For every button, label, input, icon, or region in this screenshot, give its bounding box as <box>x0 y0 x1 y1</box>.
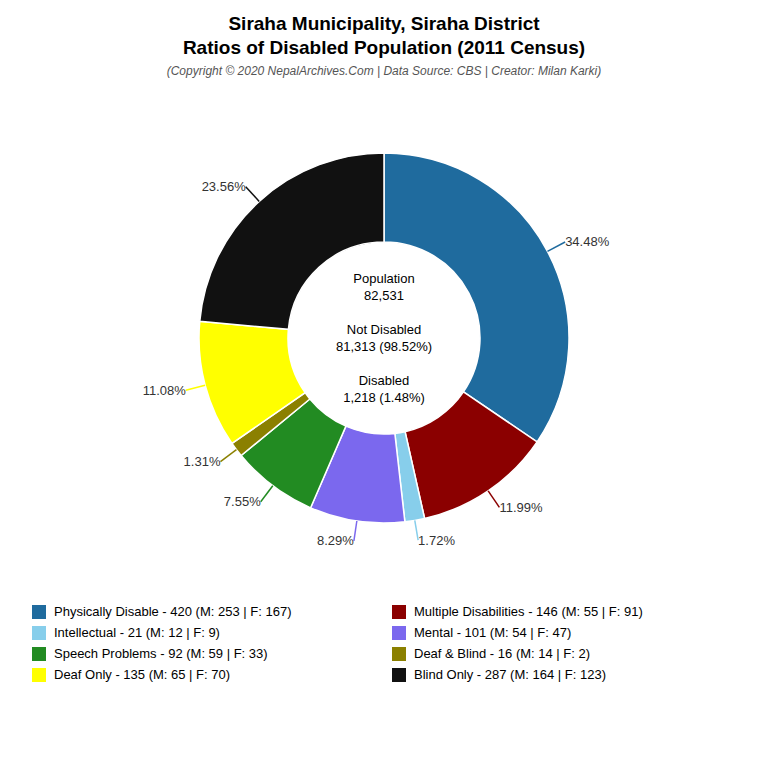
svg-text:34.48%: 34.48% <box>565 234 610 249</box>
svg-text:23.56%: 23.56% <box>202 179 247 194</box>
svg-text:1.72%: 1.72% <box>418 533 455 548</box>
html-text:Population 82,531 Not Disabled: Population 82,531 Not Disabled 81,313 (9… <box>335 271 433 405</box>
html-text:Ratios of Disabled Population: Ratios of Disabled Population (2011 Cens… <box>182 37 586 58</box>
html-text:Multiple Disabilities - 146 (M: Multiple Disabilities - 146 (M: 55 | F: … <box>414 604 643 619</box>
html-text:Physically Disable - 420 (M: 2: Physically Disable - 420 (M: 253 | F: 16… <box>54 604 292 619</box>
svg-text:7.55%: 7.55% <box>224 494 261 509</box>
html-text:Speech Problems - 92 (M: 59 |: Speech Problems - 92 (M: 59 | F: 33) <box>54 646 268 661</box>
svg-text:11.08%: 11.08% <box>143 383 187 398</box>
html-text:(Copyright © 2020 NepalArchive: (Copyright © 2020 NepalArchives.Com | Da… <box>166 64 602 78</box>
svg-text:1.31%: 1.31% <box>184 454 221 469</box>
html-text:Deaf & Blind - 16 (M: 14 | F:: Deaf & Blind - 16 (M: 14 | F: 2) <box>414 646 591 661</box>
html-text:Intellectual - 21 (M: 12 | F:: Intellectual - 21 (M: 12 | F: 9) <box>54 625 220 640</box>
html-text:Deaf Only - 135 (M: 65 | F: 70: Deaf Only - 135 (M: 65 | F: 70) <box>54 667 231 682</box>
svg-text:8.29%: 8.29% <box>317 533 354 548</box>
html-text:Blind Only - 287 (M: 164 | F:: Blind Only - 287 (M: 164 | F: 123) <box>414 667 606 682</box>
html-text:Mental - 101 (M: 54 | F: 47): Mental - 101 (M: 54 | F: 47) <box>414 625 572 640</box>
html-text:Siraha Municipality, Siraha Di: Siraha Municipality, Siraha District <box>228 13 540 34</box>
svg-text:11.99%: 11.99% <box>499 500 543 515</box>
